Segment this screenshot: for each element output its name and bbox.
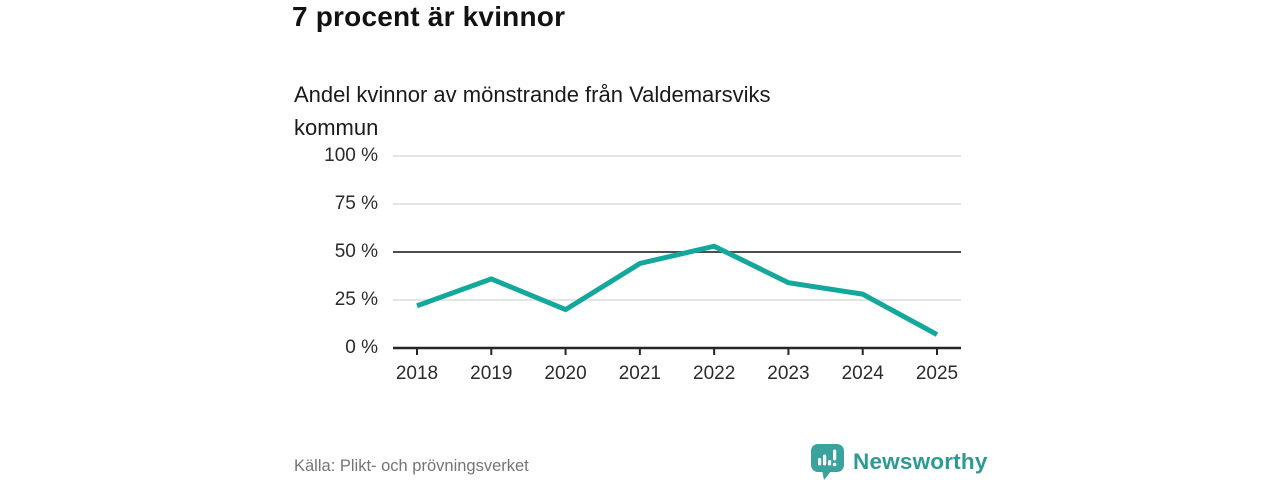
newsworthy-logo: Newsworthy <box>810 443 988 480</box>
bar-chart-speech-bubble-icon <box>811 444 844 480</box>
x-axis-tick-label: 2018 <box>396 363 438 384</box>
x-axis-tick-label: 2022 <box>693 363 735 384</box>
plot-area: 2018 2019 2020 2021 2022 2023 2024 2025 <box>393 155 961 384</box>
x-axis-tick-label: 2019 <box>470 363 512 384</box>
x-axis-tick-label: 2024 <box>842 363 885 384</box>
x-axis-tick-label: 2023 <box>767 363 809 384</box>
x-axis-tick-label: 2025 <box>916 363 958 384</box>
x-axis-tick-label: 2021 <box>619 363 661 384</box>
y-axis-labels: 0 % 25 % 50 % 75 % 100 % <box>286 145 378 358</box>
newsworthy-logo-text: Newsworthy <box>853 449 988 474</box>
y-axis-tick-label: 100 % <box>324 145 378 166</box>
chart-title: 7 procent är kvinnor <box>292 1 566 32</box>
source-note: Källa: Plikt- och prövningsverket <box>294 457 529 475</box>
y-axis-tick-label: 75 % <box>334 193 378 214</box>
data-line <box>416 243 939 337</box>
x-axis-tick-label: 2020 <box>544 363 586 384</box>
y-axis-tick-label: 0 % <box>345 337 378 358</box>
y-axis-tick-label: 50 % <box>334 241 378 262</box>
chart-subtitle: Andel kvinnor av mönstrande från Valdema… <box>294 82 771 140</box>
y-axis-tick-label: 25 % <box>334 289 378 310</box>
